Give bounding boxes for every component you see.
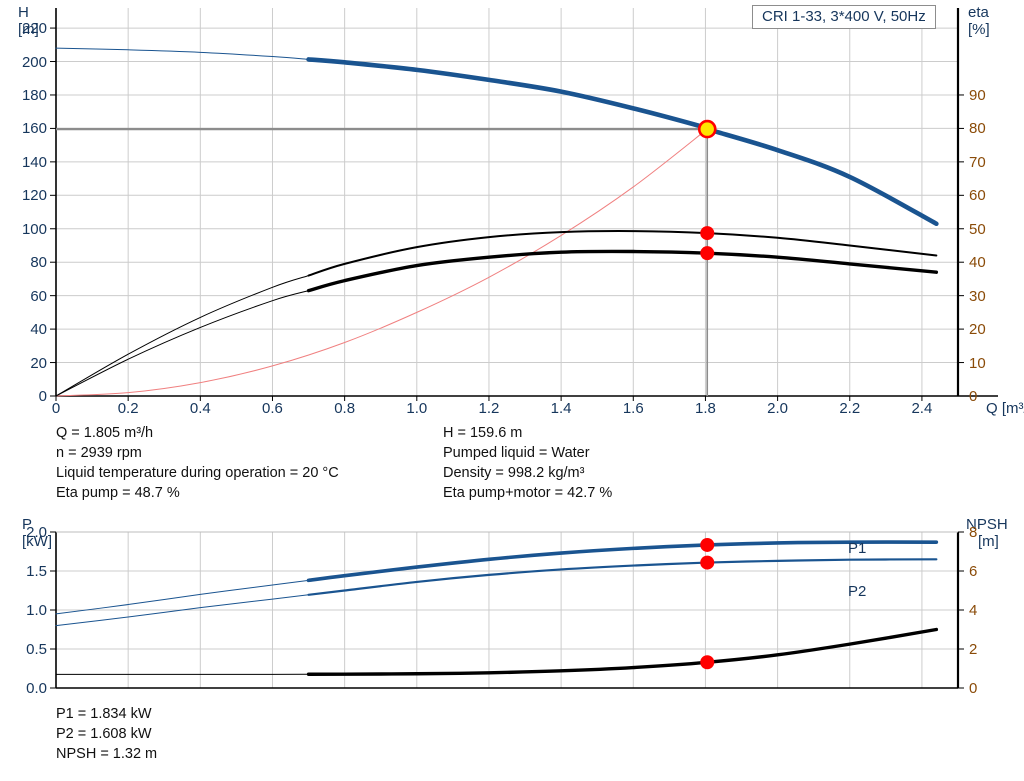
duty-dot-p1 (700, 537, 715, 552)
info-npsh: NPSH = 1.32 m (56, 746, 158, 762)
y-left-tick-160: 160 (21, 120, 47, 138)
y-left-tick-120: 120 (21, 187, 47, 205)
curve-label-p2: P2 (848, 583, 867, 600)
info-speed: n = 2939 rpm (56, 445, 142, 461)
duty-dot-npsh (700, 655, 715, 670)
duty-dot-eta-pump (700, 226, 715, 241)
power-info: P1 = 1.834 kW P2 = 1.608 kW NPSH = 1.32 … (56, 704, 157, 764)
info-eta-pump-motor: Eta pump+motor = 42.7 % (443, 485, 613, 501)
y-right-tick-60: 60 (969, 187, 986, 205)
bottom-y-left-tick-0.5: 0.5 (26, 641, 47, 658)
y-right-tick-0: 0 (969, 388, 978, 405)
bottom-y-right-tick-6: 6 (969, 563, 978, 580)
bottom-y-left-tick-0.0: 0.0 (26, 680, 47, 697)
bottom-y-left-tick-1.5: 1.5 (26, 563, 47, 580)
y-left-tick-60: 60 (30, 287, 47, 305)
y-right-tick-10: 10 (969, 354, 986, 372)
bottom-y-left-tick-2.0: 2.0 (26, 524, 47, 541)
info-pumped-liquid: Pumped liquid = Water (443, 445, 590, 461)
y-left-tick-140: 140 (21, 153, 47, 171)
bottom-y-right-tick-4: 4 (969, 602, 978, 619)
duty-dot-p2 (700, 555, 715, 570)
duty-point-marker (697, 119, 717, 139)
x-tick-2.4: 2.4 (911, 400, 933, 417)
y-left-tick-180: 180 (21, 86, 47, 104)
info-density: Density = 998.2 kg/m³ (443, 465, 585, 481)
y-right-tick-50: 50 (969, 220, 986, 238)
bottom-y-right-tick-8: 8 (969, 524, 978, 541)
y-left-tick-80: 80 (30, 254, 47, 272)
x-tick-0.6: 0.6 (262, 400, 283, 417)
duty-dot-eta-pump-motor (700, 246, 715, 261)
y-left-tick-100: 100 (21, 220, 47, 238)
bottom-y-right-axis-title: NPSH [m] (966, 516, 1008, 550)
bottom-y-right-tick-2: 2 (969, 641, 978, 658)
y-right-tick-80: 80 (969, 120, 986, 138)
bottom-y-right-tick-0: 0 (969, 680, 978, 697)
top-y-right-axis-title: eta [%] (968, 4, 990, 38)
x-tick-1.8: 1.8 (695, 400, 716, 417)
x-tick-2.2: 2.2 (839, 400, 861, 417)
info-flow: Q = 1.805 m³/h (56, 425, 154, 441)
top-y-left-axis-title: H [m] (18, 4, 39, 38)
power-npsh-chart (50, 531, 964, 689)
y-left-tick-20: 20 (30, 354, 47, 372)
info-eta-pump: Eta pump = 48.7 % (56, 485, 180, 501)
info-p2: P2 = 1.608 kW (56, 726, 152, 742)
info-liquid-temperature: Liquid temperature during operation = 20… (56, 465, 339, 481)
x-tick-0.2: 0.2 (117, 400, 139, 417)
y-right-tick-30: 30 (969, 287, 986, 305)
y-left-tick-40: 40 (30, 321, 47, 339)
chart-title-box: CRI 1-33, 3*400 V, 50Hz (752, 5, 936, 29)
x-tick-1.4: 1.4 (550, 400, 572, 417)
info-head: H = 159.6 m (443, 425, 523, 441)
x-tick-1.2: 1.2 (478, 400, 500, 417)
info-p1: P1 = 1.834 kW (56, 706, 152, 722)
x-axis-title: Q [m³/h] (986, 400, 1024, 417)
curve-label-p1: P1 (848, 540, 867, 557)
y-right-tick-70: 70 (969, 153, 986, 171)
bottom-y-left-tick-1.0: 1.0 (26, 602, 47, 619)
y-left-tick-220: 220 (21, 20, 47, 38)
y-left-tick-0: 0 (38, 388, 47, 405)
y-right-tick-90: 90 (969, 86, 986, 104)
x-tick-2.0: 2.0 (767, 400, 789, 417)
head-efficiency-chart (50, 8, 998, 401)
duty-point-info-left: Q = 1.805 m³/h n = 2939 rpm Liquid tempe… (56, 423, 339, 503)
y-right-tick-40: 40 (969, 254, 986, 272)
x-tick-1.0: 1.0 (406, 400, 428, 417)
bottom-y-left-axis-title: P [kW] (22, 516, 52, 550)
y-right-tick-20: 20 (969, 321, 986, 339)
y-left-tick-200: 200 (21, 53, 47, 71)
x-tick-0.8: 0.8 (334, 400, 356, 417)
duty-point-info-right: H = 159.6 m Pumped liquid = Water Densit… (443, 423, 612, 503)
x-tick-1.6: 1.6 (622, 400, 644, 417)
x-tick-0: 0 (51, 400, 61, 417)
x-tick-0.4: 0.4 (189, 400, 211, 417)
